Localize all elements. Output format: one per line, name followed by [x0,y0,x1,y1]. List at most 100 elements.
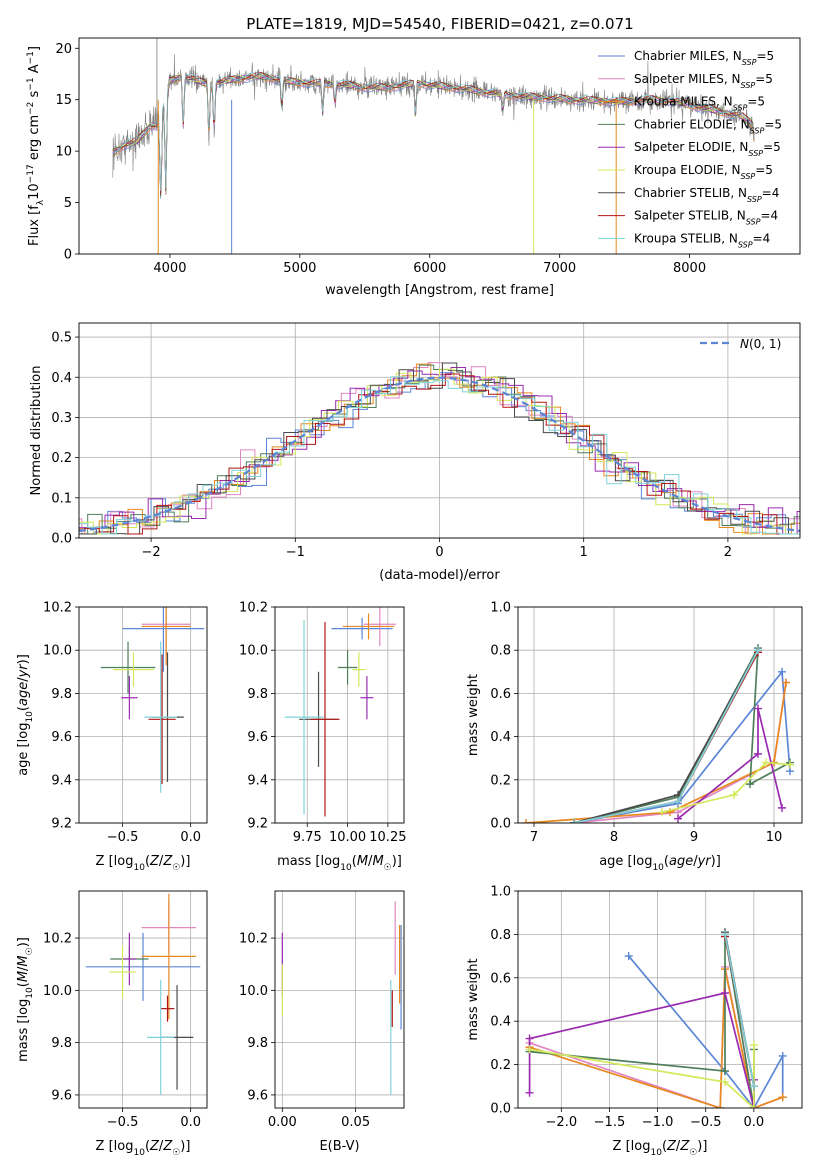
x-tick-label: 8 [610,830,618,845]
plot-area [525,928,787,1108]
weight-marker-kroupa_stelib [720,930,729,939]
x-tick-label: −2.0 [546,1115,578,1130]
y-tick-label: 9.2 [51,817,72,832]
x-axis-label: Z [log10(Z/Z☉)] [96,1139,191,1158]
y-tick-label: 0.8 [490,644,511,659]
axes-frame [274,890,405,1109]
x-axis-label: Z [log10(Z/Z☉)] [96,854,191,873]
plot-area [100,607,205,793]
axes-residuals: −2 −1 0 1 2 0.0 0.1 0.2 0.3 0.4 0.5 (data-model)/er… [29,322,801,583]
y-tick-label: 10.2 [239,932,268,947]
axes-age_vs_mass: 9.75 10.00 10.25 9.2 9.4 9.6 9.8 10.0 10.2 mass [… [239,601,406,874]
x-tick-label: 10.25 [369,830,406,845]
model-spectrum-chabrier_elodie [112,74,755,195]
y-tick-label: 9.2 [247,817,268,832]
y-tick-label: 9.6 [247,1088,268,1103]
weight-marker-kroupa_miles [716,1104,725,1108]
weight-marker-chabrier_elodie [746,780,754,789]
weight-marker-kroupa_elodie [730,790,738,799]
weight-marker-kroupa_elodie [749,1104,758,1108]
y-tick-label: 9.8 [51,687,72,702]
legend-label-kroupa_stelib: Kroupa STELIB, NSSP=4 [634,231,770,249]
x-tick-label: −1 [286,545,305,560]
x-axis-label: wavelength [Angstrom, rest frame] [325,283,554,298]
legend-label-chabrier_stelib: Chabrier STELIB, NSSP=4 [634,186,779,204]
plot-area [112,38,755,254]
weight-line-kroupa_elodie [529,1045,755,1108]
x-tick-label: −0.5 [107,830,139,845]
histogram-salpeter_elodie [79,367,800,535]
weight-line-kroupa_stelib [724,934,755,1087]
x-tick-label: −0.5 [107,1115,139,1130]
x-tick-label: 1 [580,545,588,560]
axes-weight_vs_Z: −2.0 −1.5 −1.0 −0.5 0.0 0.0 0.2 0.4 0.6 0.8 1.0 Z [… [466,885,803,1158]
axes-age_vs_Z: −0.5 0.0 9.2 9.4 9.6 9.8 10.0 10.2 Z [log10(Z/Z☉… [16,601,208,873]
y-tick-label: 10.2 [43,932,72,947]
y-tick-label: 10 [55,145,72,160]
weight-marker-chabrier_miles [624,952,633,961]
y-tick-label: 0.8 [490,928,511,943]
y-axis-label: mass weight [466,674,481,756]
axes-mass_vs_Z: −0.5 0.0 9.6 9.8 10.0 10.2 Z [log10(Z/Z☉)] mass… [16,890,208,1158]
weight-marker-kroupa_stelib [570,819,578,823]
x-tick-label: 5000 [283,261,316,276]
y-axis-label: mass weight [466,958,481,1040]
x-axis-label: Z [log10(Z/Z☉)] [613,1139,708,1158]
weight-marker-salpeter_elodie [754,704,762,713]
model-spectrum-chabrier_stelib [112,72,755,197]
y-tick-label: 0.4 [51,371,72,386]
x-tick-label: 0.0 [744,1115,765,1130]
plot-area [284,607,396,817]
y-axis-label: mass [log10(M/M☉)] [16,937,35,1062]
x-axis-label: E(B-V) [319,1139,359,1154]
y-tick-label: 0.3 [51,411,72,426]
x-tick-label: 0 [435,545,443,560]
x-axis-label: age [log10(age/yr)] [599,854,721,873]
x-tick-label: 0.0 [180,830,201,845]
weight-marker-salpeter_elodie [525,1034,534,1043]
x-tick-label: 0.00 [268,1115,297,1130]
weight-marker-chabrier_miles [778,667,786,676]
axes-frame [78,606,208,824]
weight-marker-salpeter_elodie [778,803,786,812]
weight-line-kroupa_elodie [661,761,791,814]
y-tick-label: 9.6 [51,730,72,745]
x-tick-label: −1.5 [594,1115,626,1130]
y-tick-label: 0.6 [490,687,511,702]
x-tick-label: 10 [766,830,783,845]
axes-frame [78,37,801,255]
y-tick-label: 9.6 [247,730,268,745]
x-tick-label: −2 [142,545,161,560]
y-tick-label: 0.4 [490,1015,511,1030]
x-tick-label: 6000 [413,261,446,276]
y-tick-label: 0.2 [51,451,72,466]
model-spectrum-kroupa_stelib [112,71,755,192]
y-tick-label: 10.0 [43,984,72,999]
x-tick-label: 0.05 [341,1115,370,1130]
weight-marker-kroupa_miles [522,819,530,823]
y-tick-label: 0.0 [51,532,72,547]
y-tick-label: 9.8 [51,1036,72,1051]
legend-label-salpeter_stelib: Salpeter STELIB, NSSP=4 [634,209,778,227]
axes-frame [517,890,803,1109]
x-tick-label: −1.0 [642,1115,674,1130]
y-axis-label: Flux [fλ10−17 erg cm−2 s−1 A−1] [26,46,46,246]
plot-area [281,901,402,1095]
x-tick-label: 4000 [153,261,186,276]
x-tick-label: 7 [530,830,538,845]
y-tick-label: 9.6 [51,1088,72,1103]
x-tick-label: 2 [724,545,732,560]
axes-frame [274,606,405,824]
weight-marker-kroupa_elodie [762,758,770,767]
x-tick-label: 7000 [543,261,576,276]
y-tick-label: 9.8 [247,687,268,702]
normal-curve [79,376,800,533]
x-tick-label: −0.5 [690,1115,722,1130]
y-tick-label: 0.4 [490,730,511,745]
x-tick-label: 9.75 [293,830,322,845]
plot-area [85,893,201,1095]
weight-marker-kroupa_elodie [786,760,794,769]
weight-marker-salpeter_elodie [720,988,729,997]
y-tick-label: 0.2 [490,1058,511,1073]
